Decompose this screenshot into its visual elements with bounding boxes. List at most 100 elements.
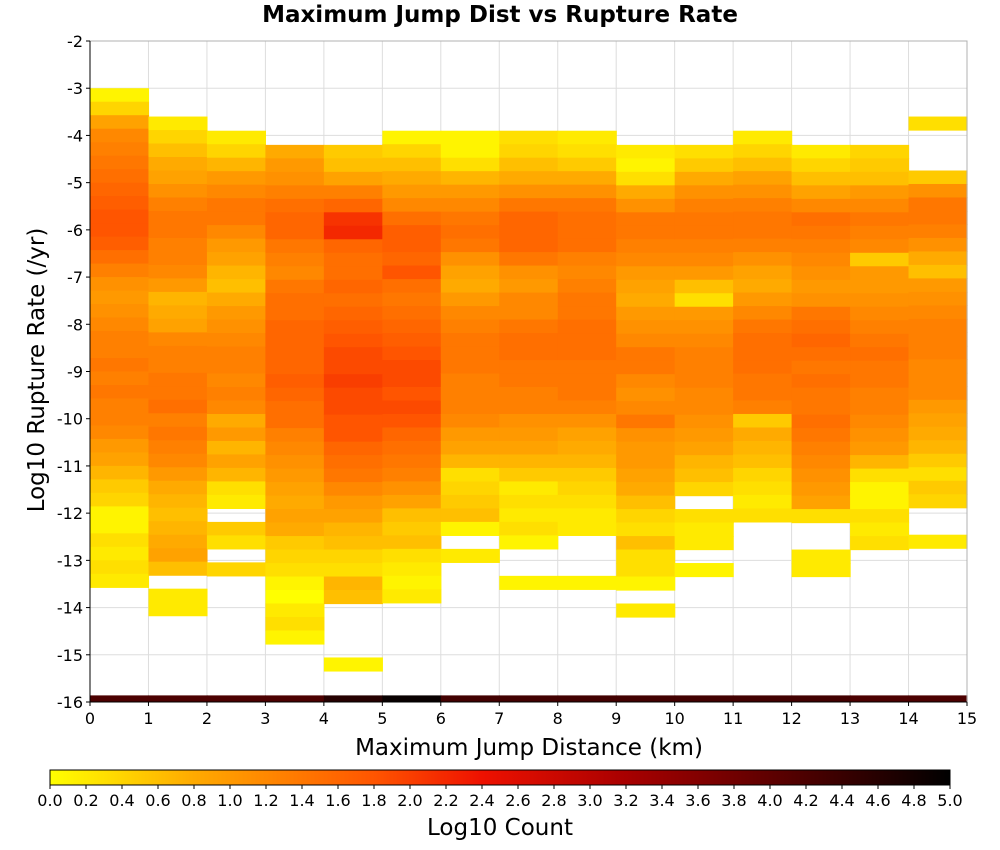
heatmap-cell bbox=[733, 157, 793, 172]
colorbar-tick-label: 3.0 bbox=[577, 791, 602, 810]
x-tick-label: 14 bbox=[898, 709, 918, 728]
heatmap-cell bbox=[616, 536, 676, 551]
heatmap-cell bbox=[557, 292, 617, 307]
heatmap-cell bbox=[616, 495, 676, 510]
heatmap-cell bbox=[440, 157, 500, 172]
heatmap-cell bbox=[265, 387, 325, 402]
heatmap-cell bbox=[265, 320, 325, 335]
heatmap-cell bbox=[440, 508, 500, 523]
heatmap-cell bbox=[850, 212, 910, 227]
heatmap-cell bbox=[557, 467, 617, 483]
colorbar-tick-label: 0.4 bbox=[109, 791, 134, 810]
bottom-row-cell bbox=[323, 695, 383, 702]
heatmap-cell bbox=[148, 210, 208, 226]
y-tick-label: -10 bbox=[57, 410, 83, 429]
heatmap-cell bbox=[323, 225, 383, 240]
y-tick-label: -14 bbox=[57, 599, 83, 618]
heatmap-cell bbox=[323, 333, 383, 348]
heatmap-cell bbox=[733, 184, 793, 199]
heatmap-cell bbox=[90, 573, 150, 588]
heatmap-cell bbox=[90, 465, 150, 480]
heatmap-cell bbox=[733, 130, 793, 145]
heatmap-cell bbox=[557, 265, 617, 280]
y-tick-label: -6 bbox=[67, 221, 83, 240]
heatmap-cell bbox=[323, 266, 383, 281]
heatmap-cell bbox=[382, 265, 442, 280]
heatmap-cell bbox=[206, 306, 266, 321]
heatmap-cell bbox=[616, 387, 676, 402]
heatmap-cell bbox=[908, 210, 968, 226]
heatmap-cell bbox=[557, 130, 617, 145]
heatmap-cell bbox=[206, 521, 266, 536]
heatmap-cell bbox=[499, 319, 559, 334]
heatmap-cell bbox=[791, 482, 851, 497]
x-tick-label: 3 bbox=[260, 709, 270, 728]
heatmap-cell bbox=[616, 374, 676, 389]
x-tick-label: 7 bbox=[494, 709, 504, 728]
heatmap-cell bbox=[557, 184, 617, 199]
colorbar-tick-label: 1.2 bbox=[253, 791, 278, 810]
heatmap-cell bbox=[148, 116, 208, 131]
x-tick-label: 0 bbox=[85, 709, 95, 728]
heatmap-cell bbox=[850, 333, 910, 348]
bottom-row-cells bbox=[90, 695, 968, 702]
heatmap-cell bbox=[616, 347, 676, 362]
heatmap-cell bbox=[557, 279, 617, 294]
heatmap-cell bbox=[499, 225, 559, 240]
colorbar bbox=[49, 769, 951, 786]
heatmap-cell bbox=[90, 344, 150, 359]
heatmap-cell bbox=[499, 252, 559, 267]
heatmap-cell bbox=[440, 373, 500, 388]
heatmap-cell bbox=[557, 144, 617, 159]
heatmap-cell bbox=[499, 373, 559, 388]
heatmap-cell bbox=[440, 454, 500, 469]
heatmap-cell bbox=[265, 536, 325, 551]
heatmap-cell bbox=[850, 144, 910, 159]
heatmap-cell bbox=[908, 116, 968, 131]
heatmap-cell bbox=[557, 494, 617, 510]
heatmap-cell bbox=[440, 144, 500, 159]
heatmap-cell bbox=[148, 170, 208, 185]
heatmap-cell bbox=[791, 347, 851, 362]
heatmap-cell bbox=[557, 198, 617, 213]
heatmap-cell bbox=[148, 372, 208, 387]
heatmap-cell bbox=[733, 225, 793, 240]
heatmap-cell bbox=[616, 225, 676, 240]
heatmap-cell bbox=[90, 304, 150, 319]
heatmap-cell bbox=[674, 144, 734, 159]
heatmap-cell bbox=[791, 441, 851, 456]
heatmap-cell bbox=[557, 387, 617, 402]
heatmap-cell bbox=[440, 346, 500, 361]
heatmap-cell bbox=[382, 238, 442, 253]
colorbar-tick-label: 0.2 bbox=[73, 791, 98, 810]
heatmap-cell bbox=[90, 425, 150, 440]
heatmap-cell bbox=[850, 171, 910, 186]
heatmap-cell bbox=[440, 494, 500, 510]
heatmap-cell bbox=[90, 452, 150, 467]
heatmap-cell bbox=[440, 225, 500, 240]
colorbar-tick-label: 2.6 bbox=[505, 791, 530, 810]
heatmap-cell bbox=[323, 495, 383, 510]
heatmap-cell bbox=[733, 306, 793, 321]
heatmap-cell bbox=[148, 602, 208, 617]
heatmap-cell bbox=[616, 468, 676, 483]
heatmap-cell bbox=[206, 454, 266, 469]
heatmap-cell bbox=[265, 482, 325, 497]
heatmap-cell bbox=[90, 115, 150, 130]
heatmap-cell bbox=[440, 521, 500, 536]
heatmap-cell bbox=[557, 171, 617, 186]
heatmap-cell bbox=[499, 427, 559, 442]
heatmap-cell bbox=[323, 468, 383, 483]
heatmap-cell bbox=[206, 562, 266, 577]
colorbar-tick-label: 4.2 bbox=[793, 791, 818, 810]
heatmap-cell bbox=[791, 239, 851, 254]
bottom-row-cell bbox=[791, 695, 851, 702]
heatmap-cell bbox=[499, 211, 559, 226]
bottom-row-cell bbox=[733, 695, 793, 702]
x-tick-label: 9 bbox=[611, 709, 621, 728]
heatmap-cell bbox=[850, 428, 910, 443]
heatmap-cell bbox=[148, 130, 208, 145]
heatmap-cell bbox=[148, 507, 208, 522]
heatmap-cell bbox=[499, 144, 559, 159]
heatmap-cell bbox=[791, 171, 851, 186]
